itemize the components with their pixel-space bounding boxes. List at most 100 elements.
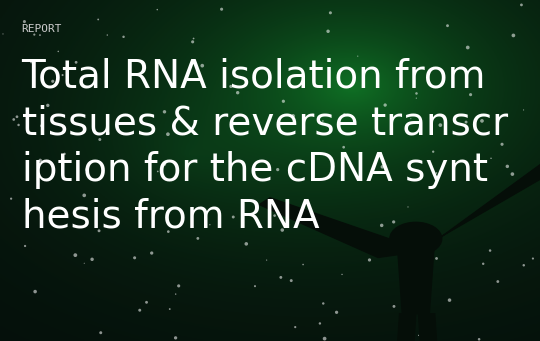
Point (94, 17, 103, 22)
Point (62, 213, 70, 218)
Point (198, 63, 207, 69)
Point (519, 263, 528, 268)
Polygon shape (397, 239, 435, 314)
Point (27, 59, 36, 65)
Point (291, 324, 300, 330)
Point (96, 137, 104, 142)
Point (378, 164, 387, 169)
Point (273, 167, 282, 172)
Point (171, 291, 180, 297)
Point (320, 336, 329, 341)
Point (165, 306, 174, 312)
Point (445, 297, 454, 303)
Point (164, 229, 173, 234)
Point (60, 151, 69, 157)
Point (14, 122, 23, 128)
Point (36, 32, 44, 38)
Polygon shape (259, 198, 418, 257)
Point (365, 257, 374, 263)
Point (420, 326, 428, 331)
Point (508, 172, 517, 177)
Point (164, 132, 172, 137)
Point (193, 236, 202, 241)
Point (519, 107, 528, 113)
Point (517, 2, 526, 8)
Point (43, 103, 52, 108)
Point (479, 261, 488, 267)
Point (276, 275, 285, 280)
Point (436, 122, 444, 128)
Point (339, 145, 348, 150)
Point (227, 84, 235, 89)
Point (475, 337, 483, 341)
Point (80, 261, 89, 266)
Point (377, 223, 386, 228)
Point (466, 92, 475, 98)
Point (487, 155, 495, 161)
Point (462, 119, 470, 125)
Circle shape (390, 222, 442, 255)
Point (279, 99, 288, 104)
Point (413, 307, 421, 312)
Point (432, 256, 441, 261)
Point (338, 272, 346, 277)
Point (229, 214, 238, 220)
Polygon shape (397, 314, 416, 341)
Point (326, 10, 335, 16)
Point (262, 257, 271, 263)
Point (0, 31, 8, 37)
Point (97, 330, 105, 336)
Point (12, 114, 21, 119)
Point (354, 54, 362, 59)
Point (319, 301, 328, 306)
Point (509, 33, 518, 38)
Point (88, 256, 97, 262)
Point (389, 219, 398, 225)
Point (83, 167, 91, 172)
Point (503, 164, 511, 169)
Point (206, 222, 214, 227)
Point (9, 117, 18, 122)
Point (31, 289, 39, 294)
Point (299, 262, 307, 267)
Point (529, 256, 537, 261)
Point (251, 283, 259, 289)
Point (36, 158, 45, 163)
Point (171, 335, 180, 341)
Point (412, 95, 421, 101)
Point (498, 142, 507, 147)
Point (315, 321, 324, 326)
Point (332, 310, 341, 315)
Point (324, 29, 333, 34)
Point (407, 116, 415, 121)
Point (412, 91, 421, 96)
Point (30, 32, 39, 37)
Point (289, 113, 298, 119)
Text: Total RNA isolation from
tissues & reverse transcr
iption for the cDNA synt
hesi: Total RNA isolation from tissues & rever… (22, 58, 508, 235)
Point (271, 213, 279, 218)
Point (147, 250, 156, 256)
Point (486, 248, 495, 253)
Polygon shape (418, 314, 437, 341)
Point (233, 90, 242, 95)
Point (430, 242, 438, 248)
Point (478, 118, 487, 124)
Point (102, 206, 110, 212)
Point (414, 332, 423, 338)
Point (37, 123, 46, 129)
Point (21, 243, 29, 249)
Point (7, 196, 16, 202)
Point (278, 227, 287, 233)
Point (189, 36, 198, 41)
Point (188, 39, 197, 45)
Point (54, 49, 63, 54)
Point (319, 118, 327, 124)
Point (217, 6, 226, 12)
Point (174, 283, 183, 288)
Point (142, 300, 151, 305)
Point (263, 123, 272, 128)
Point (94, 228, 103, 234)
Point (103, 32, 112, 38)
Text: REPORT: REPORT (22, 24, 62, 34)
Polygon shape (408, 157, 540, 254)
